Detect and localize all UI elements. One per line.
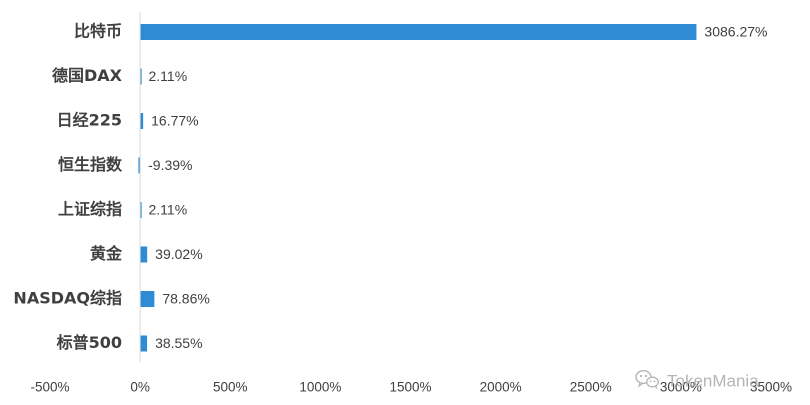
- value-label: 39.02%: [155, 246, 202, 262]
- value-label: 2.11%: [149, 68, 188, 84]
- x-tick-label: 3500%: [750, 380, 792, 395]
- x-tick-label: 2000%: [480, 380, 522, 395]
- watermark-text: TokenMania: [667, 371, 759, 390]
- value-labels: 3086.27% 2.11% 16.77% -9.39% 2.11% 39.02% 78.8…: [148, 24, 767, 352]
- value-label: 38.55%: [155, 335, 202, 351]
- value-label: 3086.27%: [704, 24, 767, 40]
- category-label: 黄金: [90, 244, 123, 263]
- category-label: 恒生指数: [58, 155, 123, 174]
- value-label: -9.39%: [148, 157, 192, 173]
- x-tick-label: 500%: [213, 380, 248, 395]
- bar: [140, 113, 144, 129]
- x-tick-label: 3000%: [660, 380, 702, 395]
- x-tick-label: 2500%: [570, 380, 612, 395]
- bars-layer: [138, 24, 697, 352]
- bar: [138, 157, 141, 174]
- value-label: 2.11%: [149, 202, 188, 218]
- category-label: 比特币: [74, 22, 122, 41]
- bar: [140, 202, 142, 218]
- bar: [140, 24, 697, 40]
- value-label: 78.86%: [162, 291, 209, 307]
- category-label: 标普500: [56, 333, 122, 352]
- category-label: 上证综指: [58, 200, 122, 219]
- bar: [140, 246, 148, 263]
- bar: [140, 68, 142, 85]
- category-label: 日经225: [57, 111, 122, 130]
- value-label: 16.77%: [151, 113, 198, 129]
- category-label: NASDAQ综指: [13, 289, 122, 308]
- x-tick-label: 0%: [130, 380, 150, 395]
- bar: [140, 335, 148, 352]
- watermark: TokenMania: [635, 369, 759, 390]
- bar: [140, 291, 155, 307]
- x-axis-tick-labels: -500% 0% 500% 1000% 1500% 2000% 2500% 3000% 3500…: [30, 380, 792, 395]
- x-tick-label: 1000%: [299, 380, 341, 395]
- x-tick-label: 1500%: [389, 380, 431, 395]
- category-label: 德国DAX: [52, 66, 123, 85]
- wechat-icon: [635, 369, 659, 389]
- x-tick-label: -500%: [30, 380, 69, 395]
